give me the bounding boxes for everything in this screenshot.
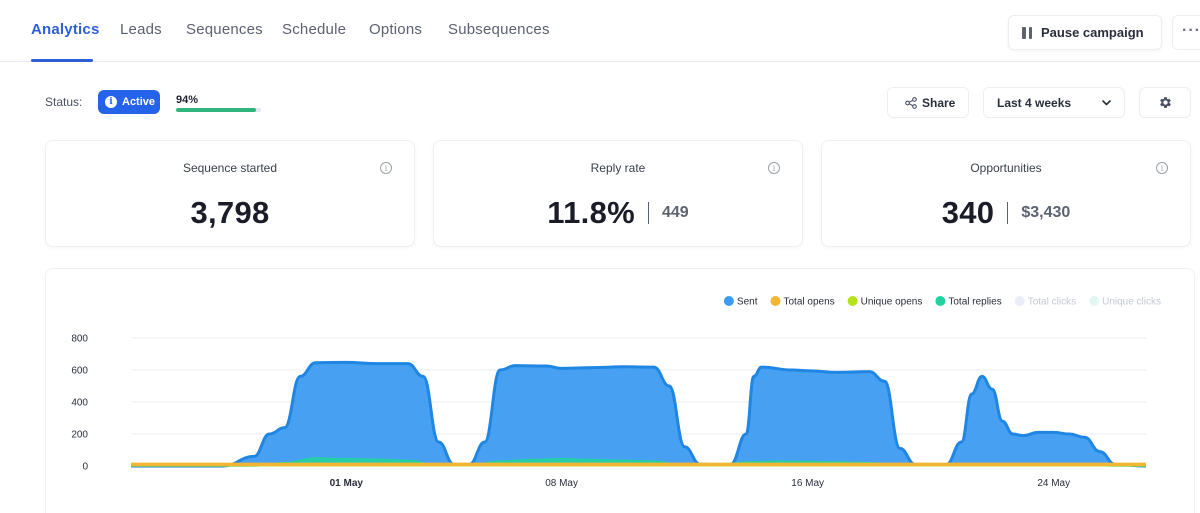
legend-label: Unique clicks	[1102, 297, 1161, 308]
legend-item: Total replies	[935, 296, 1002, 308]
x-tick-label: 16 May	[791, 478, 824, 489]
tab-subsequences[interactable]: Subsequences	[448, 21, 550, 38]
tab-schedule[interactable]: Schedule	[282, 21, 347, 38]
legend-swatch	[935, 296, 946, 306]
legend-swatch	[847, 296, 858, 306]
info-icon[interactable]: i	[1156, 162, 1168, 174]
gear-icon	[1159, 97, 1171, 108]
card-title: Opportunities	[970, 161, 1042, 175]
legend-swatch	[770, 296, 781, 306]
x-tick-label: 08 May	[545, 478, 578, 489]
legend-swatch	[1089, 296, 1100, 306]
settings-button[interactable]	[1139, 87, 1191, 118]
ellipsis-icon: ···	[1182, 22, 1200, 39]
card-title: Reply rate	[590, 161, 646, 175]
pause-icon	[1022, 26, 1032, 39]
card-value-row: 3,798	[46, 195, 414, 231]
x-tick-label: 01 May	[330, 478, 364, 489]
status-label: Status:	[45, 95, 83, 109]
series-sent	[131, 360, 1147, 468]
date-range-value: Last 4 weeks	[997, 95, 1072, 110]
tab-sequences[interactable]: Sequences	[186, 21, 263, 38]
share-icon	[905, 96, 917, 109]
chevron-down-icon	[1102, 100, 1111, 106]
legend-item: Total clicks	[1014, 296, 1076, 308]
progress-percent: 94%	[176, 94, 199, 106]
legend-swatch	[1014, 296, 1025, 306]
card-value: 11.8%	[547, 195, 635, 230]
status-badge[interactable]: i Active	[98, 90, 160, 114]
y-tick-label: 800	[71, 334, 88, 345]
share-button[interactable]: Share	[887, 87, 969, 118]
tab-analytics[interactable]: Analytics	[31, 21, 100, 38]
status-badge-label: Active	[122, 96, 156, 108]
legend-item: Total opens	[770, 296, 835, 308]
y-tick-label: 200	[71, 430, 88, 441]
stat-card-sequence-started: Sequence started i 3,798	[45, 140, 415, 247]
card-sub-value: 449	[662, 204, 689, 221]
share-label: Share	[922, 95, 956, 110]
info-icon: i	[105, 96, 117, 108]
card-title: Sequence started	[182, 161, 278, 175]
info-icon[interactable]: i	[380, 162, 392, 174]
y-tick-label: 400	[71, 398, 88, 409]
value-divider	[648, 202, 649, 224]
legend-label: Total opens	[783, 297, 834, 308]
card-value-row: 11.8% 449	[434, 195, 802, 231]
pause-campaign-label: Pause campaign	[1041, 25, 1144, 40]
area-fill	[131, 362, 1146, 466]
campaign-activity-chart: 0 200 400 600 800 01 May 08 May 16 May 24 May Sen…	[71, 296, 1161, 489]
top-nav: Analytics Leads Sequences Schedule Optio…	[0, 0, 1200, 62]
info-icon[interactable]: i	[768, 162, 780, 174]
progress-bar	[176, 108, 261, 112]
card-value-row: 340 $3,430	[822, 195, 1190, 231]
legend-item: Sent	[723, 296, 758, 308]
progress-bar-fill	[176, 108, 256, 112]
card-value: 3,798	[190, 195, 270, 230]
tab-leads[interactable]: Leads	[120, 21, 162, 38]
stat-card-reply-rate: Reply rate i 11.8% 449	[433, 140, 803, 247]
more-options-button[interactable]: ···	[1172, 15, 1200, 50]
x-tick-label: 24 May	[1037, 478, 1070, 489]
value-divider	[1007, 202, 1009, 224]
legend-item: Unique opens	[847, 296, 923, 308]
tab-options[interactable]: Options	[369, 21, 423, 38]
card-value: 340	[941, 195, 995, 230]
campaign-chart-card: 0 200 400 600 800 01 May 08 May 16 May 24 May Sen…	[45, 268, 1195, 513]
date-range-select[interactable]: Last 4 weeks	[983, 87, 1125, 118]
legend-label: Sent	[737, 297, 758, 308]
card-sub-value: $3,430	[1021, 204, 1071, 221]
legend-label: Total replies	[948, 297, 1001, 308]
legend-label: Unique opens	[861, 297, 923, 308]
legend-label: Total clicks	[1028, 297, 1076, 308]
y-tick-label: 0	[82, 462, 88, 473]
stat-card-opportunities: Opportunities i 340 $3,430	[821, 140, 1191, 247]
legend-item: Unique clicks	[1089, 296, 1161, 308]
chart-legend: Sent Total opens Unique opens Total replies…	[723, 296, 1161, 308]
pause-campaign-button[interactable]: Pause campaign	[1008, 15, 1162, 50]
active-tab-indicator	[31, 59, 93, 62]
legend-swatch	[723, 296, 734, 306]
y-tick-label: 600	[71, 366, 88, 377]
